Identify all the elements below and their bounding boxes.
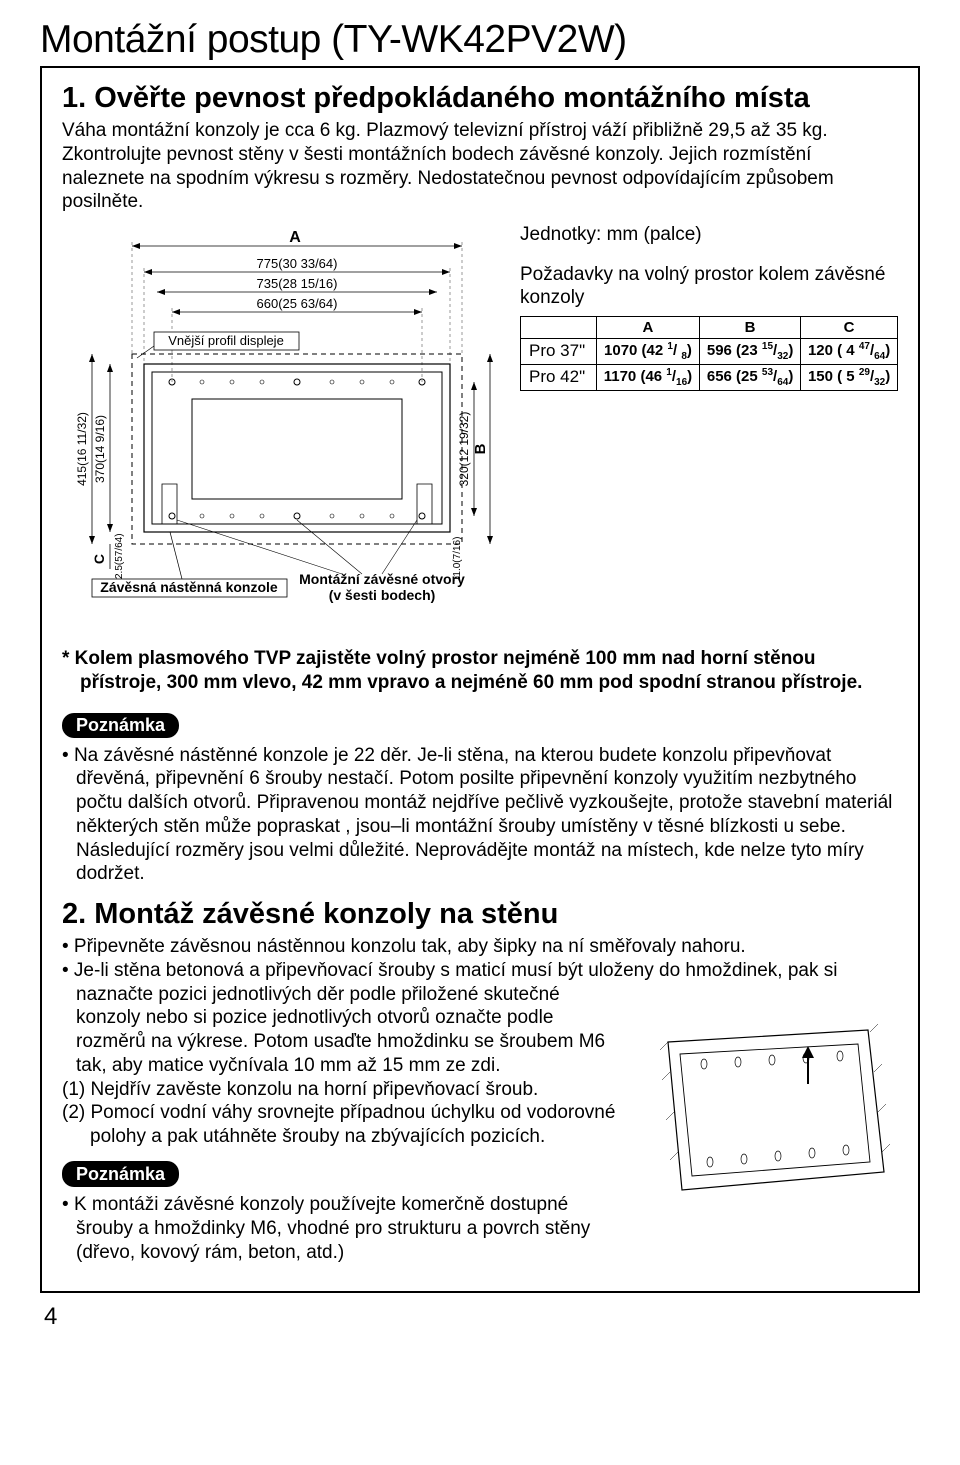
page-title: Montážní postup (TY-WK42PV2W): [40, 18, 920, 62]
clearance-note: * Kolem plasmového TVP zajistěte volný p…: [62, 647, 898, 695]
cell: 656 (25 53/64): [700, 364, 801, 390]
dim-A-label: A: [289, 229, 301, 246]
section1-intro: Váha montážní konzoly je cca 6 kg. Plazm…: [62, 119, 898, 214]
dim-B: B: [472, 443, 489, 454]
dim-22-5: 22.5(57/64): [114, 533, 125, 584]
dim-320: 320(12 19/32): [457, 412, 471, 487]
note-list: Na závěsné nástěnné konzole je 22 děr. J…: [62, 744, 898, 887]
row-label: Pro 37": [521, 338, 597, 364]
profile-label: Vnější profil displeje: [168, 333, 284, 348]
cell: 596 (23 15/32): [700, 338, 801, 364]
step2-line: konzoly nebo si pozice jednotlivých otvo…: [62, 1006, 628, 1077]
dim-775: 775(30 33/64): [257, 256, 338, 271]
step2-line: • Připevněte závěsnou nástěnnou konzolu …: [62, 935, 898, 959]
content-frame: 1. Ověřte pevnost předpokládaného montáž…: [40, 66, 920, 1293]
step2-line: (1) Nejdřív zavěste konzolu na horní při…: [62, 1078, 628, 1102]
table-head-A: A: [596, 316, 699, 338]
holes-label-2: (v šesti bodech): [329, 587, 436, 603]
note-badge-2: Poznámka: [62, 1161, 179, 1188]
section1-heading: 1. Ověřte pevnost předpokládaného montáž…: [62, 82, 898, 115]
row-label: Pro 42": [521, 364, 597, 390]
step2-line: • Je-li stěna betonová a připevňovací šr…: [62, 959, 898, 1007]
table-row: Pro 37" 1070 (42 1/ 8) 596 (23 15/32) 12…: [521, 338, 898, 364]
dimension-table: A B C Pro 37" 1070 (42 1/ 8) 596 (23 15/…: [520, 316, 898, 391]
cell: 1170 (46 1/16): [596, 364, 699, 390]
table-head-B: B: [700, 316, 801, 338]
cell: 1070 (42 1/ 8): [596, 338, 699, 364]
table-row: Pro 42" 1170 (46 1/16) 656 (25 53/64) 15…: [521, 364, 898, 390]
step2-line: (2) Pomocí vodní váhy srovnejte případno…: [62, 1101, 628, 1149]
cell: 150 ( 5 29/32): [801, 364, 898, 390]
step2-figure: [638, 1006, 898, 1276]
dim-660: 660(25 63/64): [257, 296, 338, 311]
section2-heading: 2. Montáž závěsné konzoly na stěnu: [62, 898, 898, 931]
dim-370: 370(14 9/16): [93, 415, 107, 483]
bracket-label: Závěsná nástěnná konzole: [100, 579, 278, 595]
note-list-2: K montáži závěsné konzoly používejte kom…: [62, 1193, 628, 1264]
dim-735: 735(28 15/16): [257, 276, 338, 291]
table-head-C: C: [801, 316, 898, 338]
cell: 120 ( 4 47/64): [801, 338, 898, 364]
note-badge: Poznámka: [62, 713, 179, 738]
table-head-blank: [521, 316, 597, 338]
note-item: K montáži závěsné konzoly používejte kom…: [76, 1193, 628, 1264]
clearance-req: Požadavky na volný prostor kolem závěsné…: [520, 264, 898, 310]
dim-415: 415(16 11/32): [75, 412, 89, 486]
dim-C: C: [91, 554, 107, 564]
diagram-main: A 775(30 33/64) 735(28 15/16): [62, 224, 502, 629]
page-number: 4: [44, 1303, 920, 1331]
units-label: Jednotky: mm (palce): [520, 224, 898, 246]
note-item: Na závěsné nástěnné konzole je 22 děr. J…: [76, 744, 898, 887]
